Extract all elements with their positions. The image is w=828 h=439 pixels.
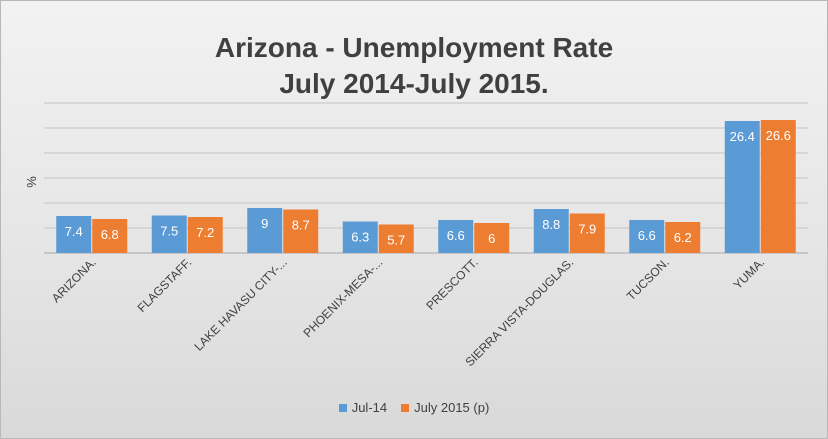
data-label: 7.2 (196, 225, 214, 240)
bar-jul-14-2 (151, 215, 187, 253)
category-tick-label: SIERRA VISTA-DOUGLAS. (462, 255, 576, 369)
data-label: 26.4 (730, 129, 755, 144)
bar-jul-14-3 (247, 208, 283, 253)
chart-title: Arizona - Unemployment Rate July 2014-Ju… (0, 30, 828, 102)
data-label: 7.9 (578, 222, 596, 237)
data-label: 8.7 (292, 218, 310, 233)
category-tick-label: PHOENIX-MESA-... (301, 255, 386, 340)
bar-july-2015-5 (474, 223, 510, 253)
chart-title-line-2: July 2014-July 2015. (279, 68, 549, 99)
data-label: 5.7 (387, 233, 405, 248)
legend-item-july-2015: July 2015 (p) (401, 400, 489, 415)
bar-july-2015-4 (378, 224, 414, 253)
bar-july-2015-2 (187, 217, 223, 253)
data-label: 7.4 (65, 224, 83, 239)
bar-jul-14-8 (724, 121, 760, 253)
legend-swatch-jul-14 (338, 403, 347, 412)
bar-july-2015-7 (665, 222, 701, 253)
legend-swatch-july-2015 (401, 403, 410, 412)
category-tick-label: PRESCOTT. (423, 255, 481, 313)
data-label: 26.6 (766, 128, 791, 143)
data-label: 6.6 (638, 228, 656, 243)
category-tick-label: ARIZONA. (49, 255, 99, 305)
category-tick-labels: ARIZONA. FLAGSTAFF.LAKE HAVASU CITY-... PH… (49, 255, 767, 369)
chart-title-line-1: Arizona - Unemployment Rate (214, 32, 614, 63)
bar-jul-14-7 (629, 220, 665, 253)
legend-item-jul-14: Jul-14 (338, 400, 388, 415)
data-label: 9 (261, 216, 268, 231)
bar-jul-14-4 (342, 221, 378, 253)
bar-jul-14-1 (56, 216, 92, 253)
legend-label-july-2015: July 2015 (p) (414, 400, 490, 415)
y-axis-label: % (24, 176, 39, 188)
category-tick-label: YUMA. (731, 255, 768, 292)
data-label: 6.8 (101, 227, 119, 242)
bar-july-2015-1 (92, 219, 128, 253)
bars (56, 120, 796, 253)
legend-label-jul-14: Jul-14 (351, 400, 388, 415)
bar-jul-14-6 (533, 209, 569, 253)
data-label: 6 (488, 231, 495, 246)
data-label: 8.8 (542, 217, 560, 232)
data-labels: 7.4 6.8 7.5 7.2 9 8.7 6.3 5.7 6.6 6 8.8 7.9 6.6 6.2 26… (65, 128, 791, 248)
bar-july-2015-8 (760, 120, 796, 253)
data-label: 6.2 (674, 230, 692, 245)
data-label: 6.3 (351, 230, 369, 245)
data-label: 7.5 (160, 224, 178, 239)
data-label: 6.6 (447, 228, 465, 243)
category-tick-label: FLAGSTAFF. (135, 255, 195, 315)
category-tick-label: TUCSON. (624, 255, 672, 303)
legend: Jul-14 July 2015 (p) (0, 400, 828, 415)
category-tick-label: LAKE HAVASU CITY-... (191, 255, 289, 353)
bar-july-2015-6 (569, 213, 605, 253)
bar-july-2015-3 (283, 209, 319, 253)
bar-jul-14-5 (438, 220, 474, 253)
